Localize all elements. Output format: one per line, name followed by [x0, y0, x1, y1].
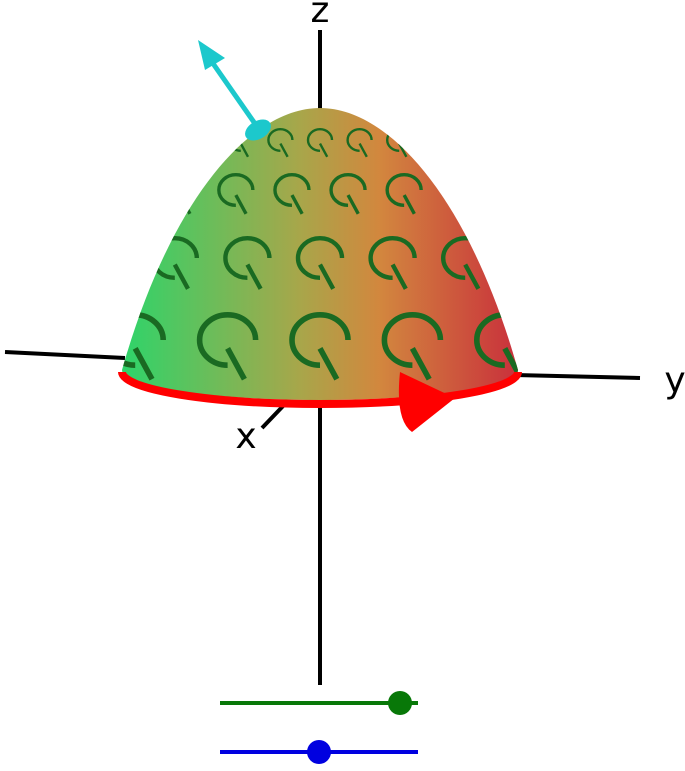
curl-glyph [381, 312, 444, 381]
z-label: z [311, 0, 330, 31]
curl-glyph [329, 173, 367, 215]
normal-base [245, 119, 271, 141]
curl-glyph [122, 312, 166, 381]
curl-glyph [223, 236, 272, 290]
curl-glyph [217, 173, 255, 215]
curl-glyph [306, 128, 334, 158]
curl-glyph [368, 236, 417, 290]
x-axis [260, 402, 287, 430]
x-label: x [235, 416, 256, 457]
normal-arrowhead [198, 40, 225, 70]
boundary-curve [118, 371, 522, 408]
curl-glyph [474, 312, 518, 381]
slider-handle[interactable] [307, 740, 331, 764]
y-label: y [664, 360, 685, 401]
y-axis-front [514, 373, 641, 380]
curl-glyph [15, 315, 71, 379]
curl-glyph [122, 236, 127, 290]
curl-glyph [267, 128, 294, 158]
curl-glyph [346, 128, 373, 158]
curl-glyph [513, 236, 518, 290]
curl-glyph [385, 173, 423, 215]
normal-vector [209, 60, 261, 130]
slider-handle[interactable] [388, 691, 412, 715]
boundary-arrow [398, 372, 455, 432]
curl-glyph [569, 315, 625, 379]
curl-glyph [295, 236, 345, 290]
curl-glyph [196, 312, 259, 381]
curl-glyph [289, 312, 351, 381]
y-axis-back [4, 350, 126, 360]
curl-glyph [273, 173, 311, 215]
